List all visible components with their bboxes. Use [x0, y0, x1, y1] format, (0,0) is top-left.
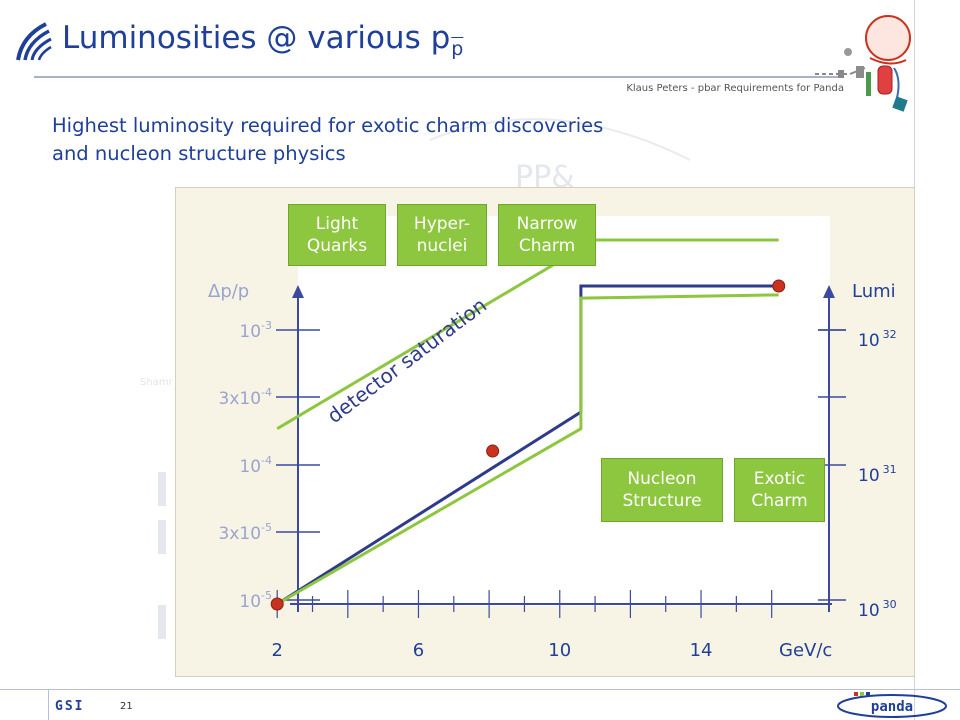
right-axis-tick-label: 10 31 [858, 463, 897, 486]
series-line-1 [276, 293, 779, 606]
left-axis-tick-label: 10-4 [239, 454, 272, 477]
x-axis-tick-label: 10 [548, 640, 571, 661]
category-line1: Light [315, 214, 359, 234]
tick-label-base: 3x10 [219, 524, 262, 544]
left-axis-label: Δp/p [208, 281, 249, 302]
tick-label-exponent: -5 [261, 589, 272, 602]
category-box-light-quarks: Light Quarks [288, 204, 386, 266]
data-point-marker [486, 444, 500, 458]
left-axis-arrow-icon [292, 285, 304, 298]
tick-label-exponent: 32 [883, 328, 897, 341]
left-axis-tick-label: 10-5 [239, 589, 272, 612]
title-main: Luminosities @ various p [62, 20, 451, 56]
footer-divider [48, 689, 49, 720]
left-axis-tick-label: 3x10-4 [219, 386, 272, 409]
right-axis-tick-label: 10 32 [858, 328, 897, 351]
right-axis-arrow-icon [823, 285, 835, 298]
tick-label-base: 10 [239, 457, 261, 477]
tick-label-base: 10 [858, 466, 880, 486]
tick-label-exponent: -4 [261, 454, 272, 467]
category-line1: Nucleon [627, 469, 697, 489]
tick-label-base: 10 [239, 592, 261, 612]
subtitle-line-2: and nucleon structure physics [52, 142, 346, 165]
tick-label-base: 10 [858, 601, 880, 621]
category-box-narrow-charm: Narrow Charm [498, 204, 596, 266]
subtitle: Highest luminosity required for exotic c… [52, 112, 772, 168]
right-axis-tick-label: 10 30 [858, 598, 897, 621]
title-rule [34, 76, 844, 78]
panda-logo-text: panda [871, 699, 913, 715]
x-axis-tick-label: 14 [690, 640, 713, 661]
left-axis-tick-label: 10-3 [239, 319, 272, 342]
left-axis-tick-label: 3x10-5 [219, 521, 272, 544]
logo-swoosh-icon [16, 22, 52, 61]
category-line2: nuclei [416, 236, 468, 256]
category-line1: Narrow [516, 214, 578, 234]
byline: Klaus Peters - pbar Requirements for Pan… [626, 83, 844, 94]
page-number: 21 [120, 701, 133, 712]
category-box-hypernuclei: Hyper-nuclei [397, 204, 487, 266]
subtitle-line-1: Highest luminosity required for exotic c… [52, 114, 604, 137]
svg-text:Shamr: Shamr [140, 377, 174, 388]
x-axis-tick-label: 6 [413, 640, 424, 661]
page-title: Luminosities @ various pp [62, 20, 463, 60]
tick-label-exponent: -3 [261, 319, 272, 332]
detector-figure-icon [815, 15, 911, 112]
data-point-marker [772, 279, 786, 293]
x-axis-label: GeV/c [779, 640, 832, 661]
footer-rule [0, 689, 960, 690]
category-line1: Hyper- [413, 214, 471, 234]
x-axis-tick-label: 2 [271, 640, 282, 661]
category-box-exotic-charm: Exotic Charm [734, 458, 825, 522]
category-line2: Quarks [306, 236, 368, 256]
category-line2: Charm [751, 491, 808, 511]
category-box-nucleon-structure: Nucleon Structure [601, 458, 723, 522]
gsi-logo: GSI [55, 699, 85, 714]
tick-label-exponent: 30 [883, 598, 897, 611]
right-axis-label: Lumi [852, 281, 896, 302]
tick-label-exponent: -5 [261, 521, 272, 534]
tick-label-base: 10 [858, 331, 880, 351]
title-subscript: p [451, 38, 464, 60]
tick-label-base: 10 [239, 322, 261, 342]
category-line1: Exotic [753, 469, 806, 489]
tick-label-exponent: -4 [261, 386, 272, 399]
data-point-marker [270, 597, 284, 611]
category-line2: Charm [518, 236, 576, 256]
tick-label-base: 3x10 [219, 389, 262, 409]
category-line2: Structure [622, 491, 702, 511]
tick-label-exponent: 31 [883, 463, 897, 476]
panda-logo: panda [837, 692, 947, 718]
